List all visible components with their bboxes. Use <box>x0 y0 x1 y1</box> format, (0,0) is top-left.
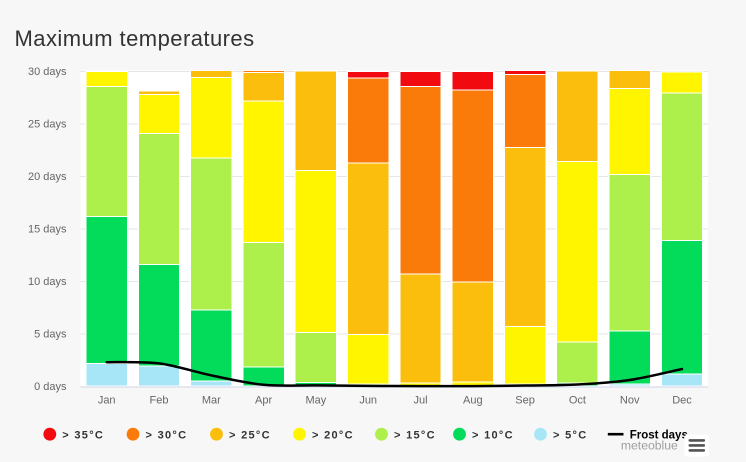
svg-text:Maximum temperatures: Maximum temperatures <box>15 26 255 51</box>
svg-text:25 days: 25 days <box>28 119 67 131</box>
svg-text:Mar: Mar <box>202 395 221 407</box>
svg-text:> 30°C: > 30°C <box>146 429 188 441</box>
svg-text:Sep: Sep <box>515 395 535 407</box>
svg-text:5 days: 5 days <box>34 328 67 340</box>
svg-text:Jul: Jul <box>413 395 427 407</box>
svg-text:10 days: 10 days <box>28 276 67 288</box>
svg-text:> 35°C: > 35°C <box>62 429 104 441</box>
svg-text:> 5°C: > 5°C <box>553 429 587 441</box>
svg-text:Feb: Feb <box>150 395 169 407</box>
svg-text:> 10°C: > 10°C <box>472 429 514 441</box>
svg-text:20 days: 20 days <box>28 171 67 183</box>
svg-text:meteoblue: meteoblue <box>621 438 678 452</box>
svg-text:Frost days: Frost days <box>630 429 688 441</box>
svg-text:15 days: 15 days <box>28 224 67 236</box>
svg-text:> 25°C: > 25°C <box>229 429 271 441</box>
svg-text:Apr: Apr <box>255 395 272 407</box>
svg-text:Aug: Aug <box>463 395 483 407</box>
svg-text:> 20°C: > 20°C <box>312 429 354 441</box>
svg-text:Nov: Nov <box>620 395 640 407</box>
svg-text:Dec: Dec <box>672 395 692 407</box>
svg-text:Oct: Oct <box>569 395 586 407</box>
svg-text:May: May <box>306 395 327 407</box>
svg-text:0 days: 0 days <box>34 381 67 393</box>
svg-text:Jun: Jun <box>359 395 377 407</box>
svg-text:30 days: 30 days <box>28 66 67 78</box>
svg-text:Jan: Jan <box>98 395 116 407</box>
svg-text:> 15°C: > 15°C <box>394 429 436 441</box>
